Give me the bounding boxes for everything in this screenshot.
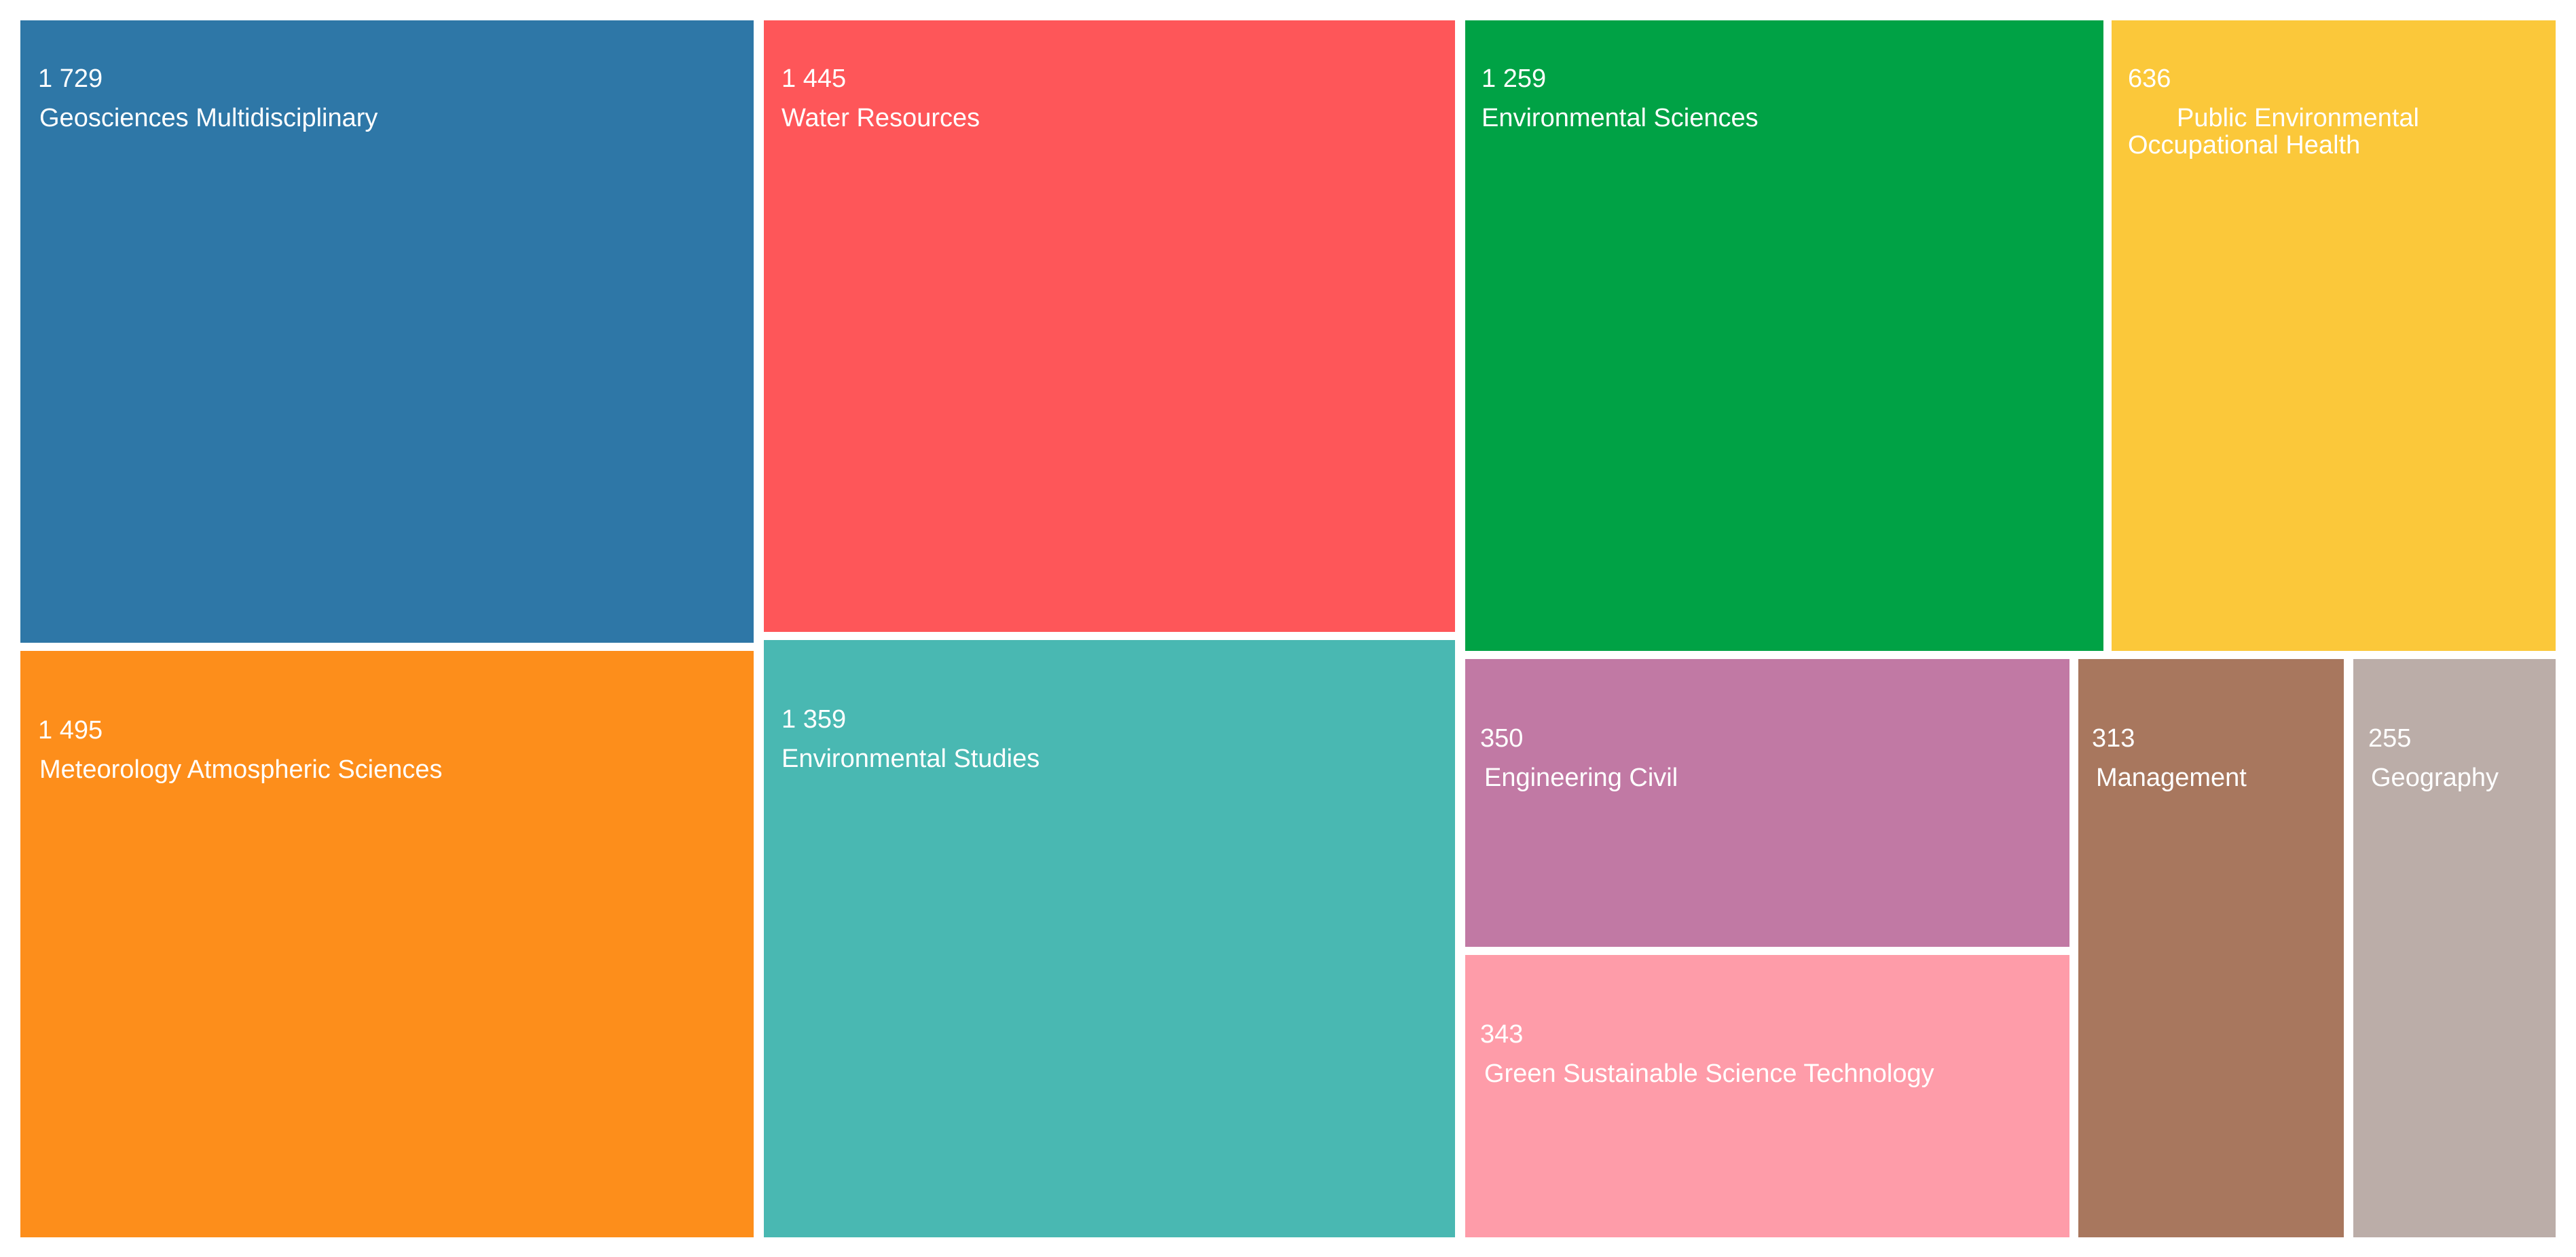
tile-category-label: Occupational Health <box>2128 131 2360 160</box>
tile-value-label: 255 <box>2368 724 2411 753</box>
tile-value-label: 1 259 <box>1482 64 1546 93</box>
tile-category-label: Engineering Civil <box>1484 764 1678 792</box>
treemap-tile <box>2078 659 2344 1237</box>
treemap-tile <box>20 20 754 643</box>
tile-value-label: 313 <box>2092 724 2135 753</box>
tile-category-label: Water Resources <box>781 104 980 132</box>
tile-value-label: 1 495 <box>38 716 103 745</box>
tile-category-label: Green Sustainable Science Technology <box>1484 1059 1934 1088</box>
tile-value-label: 1 445 <box>781 64 846 93</box>
tile-value-label: 350 <box>1480 724 1523 753</box>
tile-value-label: 636 <box>2128 64 2171 93</box>
tile-value-label: 1 729 <box>38 64 103 93</box>
tile-category-label: Meteorology Atmospheric Sciences <box>39 755 443 784</box>
treemap-tile <box>1465 659 2069 947</box>
tile-category-label: Geography <box>2371 764 2499 792</box>
treemap-tile <box>1465 955 2069 1237</box>
tile-category-label: Public Environmental <box>2177 104 2419 132</box>
treemap-tile <box>20 651 754 1237</box>
tile-value-label: 1 359 <box>781 705 846 734</box>
tile-category-label: Management <box>2096 764 2247 792</box>
treemap-tile <box>2112 20 2556 651</box>
treemap-tile <box>1465 20 2103 651</box>
treemap-tile <box>764 640 1455 1237</box>
tile-category-label: Environmental Studies <box>781 745 1039 773</box>
tile-category-label: Environmental Sciences <box>1482 104 1759 132</box>
tile-category-label: Geosciences Multidisciplinary <box>39 104 378 132</box>
treemap-tile <box>2353 659 2556 1237</box>
tile-value-label: 343 <box>1480 1020 1523 1049</box>
treemap-tile <box>764 20 1455 632</box>
